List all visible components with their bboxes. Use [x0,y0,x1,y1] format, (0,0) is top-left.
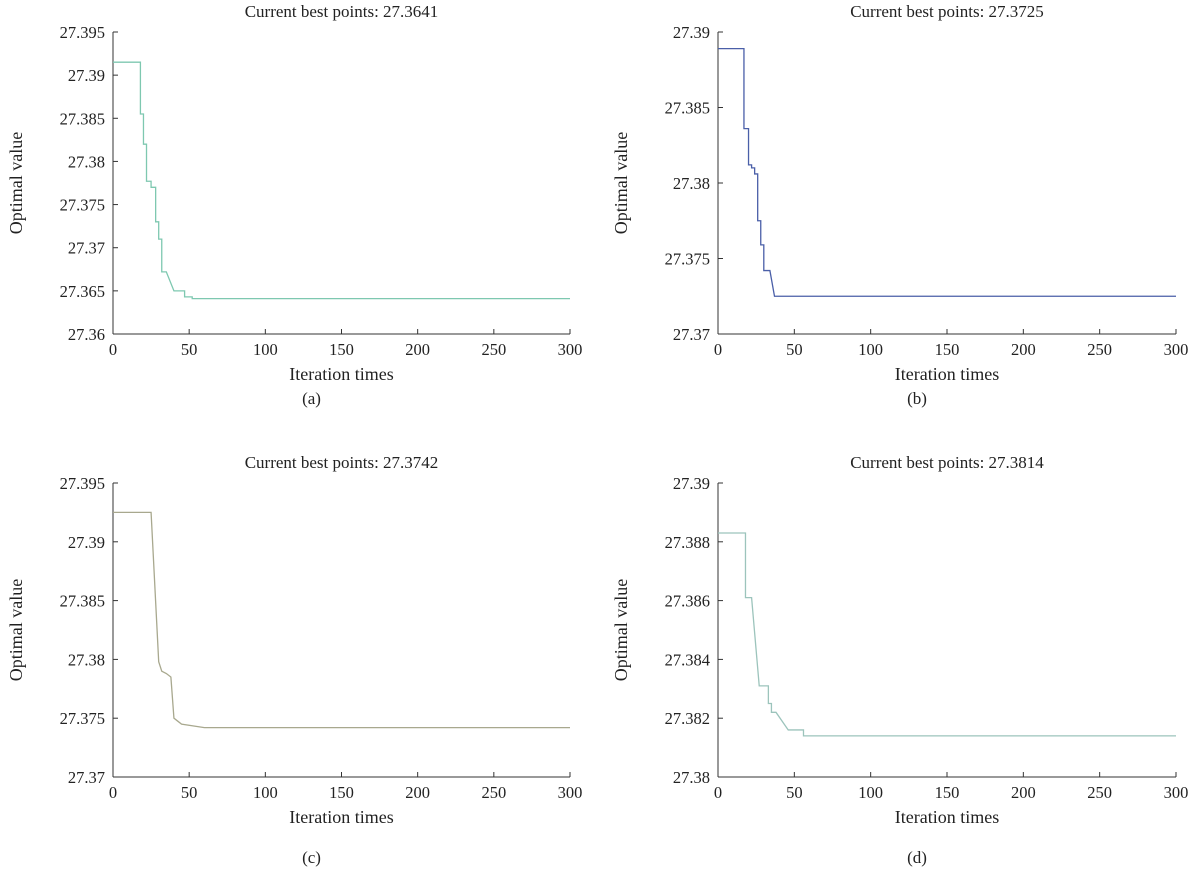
x-tick-label: 300 [1164,340,1189,359]
x-tick-label: 0 [714,340,722,359]
x-axis-label: Iteration times [895,364,999,384]
x-tick-label: 300 [1164,783,1189,802]
y-tick-label: 27.39 [673,474,710,493]
y-tick-label: 27.385 [665,99,710,118]
x-tick-label: 50 [181,340,198,359]
chart-title: Current best points: 27.3641 [245,2,439,21]
chart-panel-c: Current best points: 27.3742 27.37 27.375 2… [6,453,582,867]
chart-panel-b: Current best points: 27.3725 27.37 27.375 2… [611,2,1188,408]
y-tick-label: 27.382 [665,709,710,728]
x-tick-label: 100 [858,340,883,359]
x-tick-label: 100 [253,783,278,802]
x-tick-label: 250 [1087,783,1112,802]
y-axis-label: Optimal value [6,132,26,234]
y-tick-label: 27.375 [60,709,105,728]
x-tick-label: 100 [253,340,278,359]
y-axis-label: Optimal value [611,132,631,234]
panel-caption: (c) [302,848,321,867]
x-axis-label: Iteration times [289,807,393,827]
chart-panel-a: Current best points: 27.3641 27.36 27.365 2… [6,2,582,408]
y-tick-label: 27.395 [60,474,105,493]
chart-title: Current best points: 27.3725 [850,2,1044,21]
chart-title: Current best points: 27.3814 [850,453,1044,472]
x-tick-label: 50 [786,340,803,359]
x-tick-label: 50 [181,783,198,802]
x-tick-label: 250 [481,340,506,359]
chart-panel-d: Current best points: 27.3814 27.38 27.382 2… [611,453,1188,867]
x-tick-label: 0 [109,783,117,802]
series-line [113,511,570,729]
x-tick-label: 50 [786,783,803,802]
panel-caption: (a) [302,389,321,408]
x-tick-label: 250 [481,783,506,802]
y-tick-label: 27.365 [60,282,105,301]
x-axis-label: Iteration times [289,364,393,384]
y-tick-label: 27.37 [68,768,105,787]
x-tick-label: 150 [329,340,354,359]
x-tick-label: 200 [405,340,430,359]
y-tick-label: 27.388 [665,533,710,552]
x-tick-label: 250 [1087,340,1112,359]
y-tick-label: 27.37 [68,239,105,258]
y-tick-label: 27.375 [60,196,105,215]
series-line [113,61,570,300]
y-tick-label: 27.38 [673,768,710,787]
x-tick-label: 200 [405,783,430,802]
panel-caption: (b) [907,389,927,408]
x-tick-label: 0 [714,783,722,802]
x-tick-label: 150 [935,783,960,802]
x-tick-label: 0 [109,340,117,359]
x-axis-label: Iteration times [895,807,999,827]
y-tick-label: 27.38 [68,650,105,669]
y-tick-label: 27.38 [68,152,105,171]
y-axis-label: Optimal value [611,579,631,681]
y-tick-label: 27.386 [665,592,710,611]
y-tick-label: 27.38 [673,174,710,193]
y-tick-label: 27.375 [665,250,710,269]
y-tick-label: 27.395 [60,23,105,42]
y-tick-label: 27.385 [60,592,105,611]
x-tick-label: 100 [858,783,883,802]
x-tick-label: 300 [558,340,583,359]
y-tick-label: 27.39 [673,23,710,42]
x-tick-label: 150 [935,340,960,359]
y-tick-label: 27.385 [60,109,105,128]
x-tick-label: 150 [329,783,354,802]
chart-title: Current best points: 27.3742 [245,453,439,472]
y-axis-label: Optimal value [6,579,26,681]
y-tick-label: 27.384 [665,650,710,669]
x-tick-label: 200 [1011,340,1036,359]
y-tick-label: 27.39 [68,66,105,85]
x-tick-label: 200 [1011,783,1036,802]
y-tick-label: 27.37 [673,325,710,344]
x-tick-label: 300 [558,783,583,802]
series-line [718,47,1176,297]
y-tick-label: 27.36 [68,325,105,344]
series-line [718,532,1176,737]
y-tick-label: 27.39 [68,533,105,552]
panel-caption: (d) [907,848,927,867]
